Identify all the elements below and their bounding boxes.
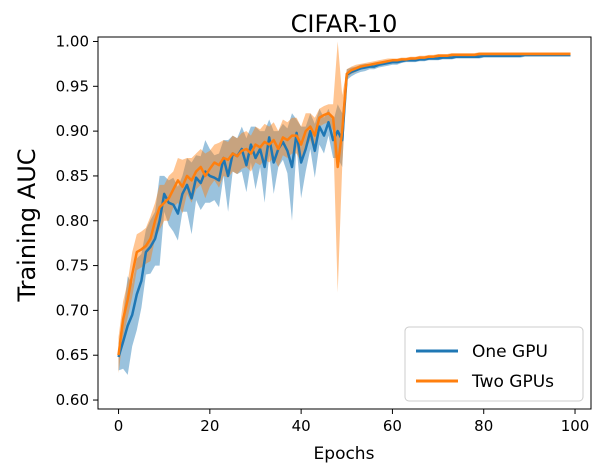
- x-tick-label: 80: [474, 417, 493, 435]
- y-tick-label: 0.75: [56, 257, 89, 275]
- x-tick-label: 20: [200, 417, 219, 435]
- legend-label-one-gpu: One GPU: [472, 342, 548, 362]
- x-tick-label: 0: [114, 417, 124, 435]
- x-tick-label: 40: [292, 417, 311, 435]
- x-axis-label: Epochs: [314, 444, 375, 464]
- x-axis: 0 20 40 60 80 100: [114, 409, 590, 435]
- y-tick-label: 0.90: [56, 122, 89, 140]
- legend-label-two-gpus: Two GPUs: [471, 372, 554, 392]
- x-tick-label: 100: [561, 417, 590, 435]
- y-tick-label: 0.85: [56, 167, 89, 185]
- plot-frame: [97, 36, 592, 410]
- y-axis: 0.60 0.65 0.70 0.75 0.80 0.85 0.90 0.95 1.00: [56, 32, 98, 409]
- plot-area: [117, 41, 571, 375]
- y-tick-label: 0.80: [56, 212, 89, 230]
- y-tick-label: 0.95: [56, 77, 89, 95]
- x-tick-label: 60: [383, 417, 402, 435]
- y-tick-label: 0.70: [56, 301, 89, 319]
- chart-title: CIFAR-10: [291, 10, 398, 38]
- y-tick-label: 0.60: [56, 391, 89, 409]
- y-tick-label: 1.00: [56, 32, 89, 50]
- line-two-gpus: [117, 52, 571, 356]
- y-tick-label: 0.65: [56, 346, 89, 364]
- legend: One GPU Two GPUs: [404, 326, 584, 402]
- y-axis-label: Training AUC: [13, 148, 41, 302]
